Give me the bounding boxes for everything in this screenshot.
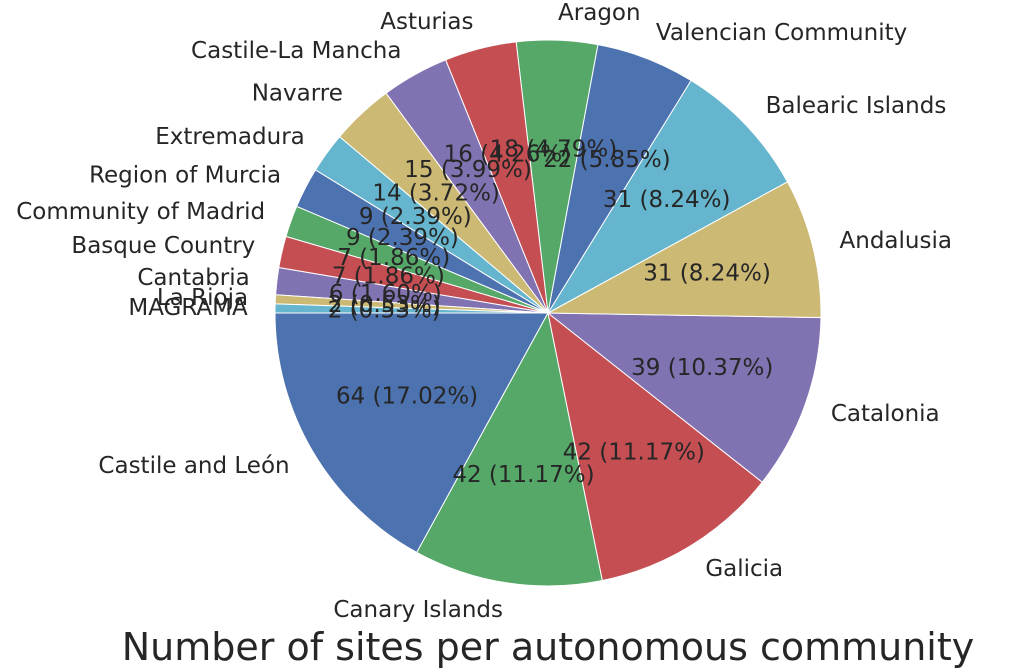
slice-label-castile-la-mancha: Castile-La Mancha [191, 38, 401, 64]
slice-label-aragon: Aragon [558, 0, 641, 26]
slice-value-navarre: 14 (3.72%) [372, 180, 500, 206]
slice-value-magrama: 2 (0.53%) [328, 297, 441, 323]
slice-value-cantabria: 6 (1.60%) [329, 281, 442, 307]
slice-label-balearic-islands: Balearic Islands [766, 93, 947, 119]
pie-labels: Castile and León Canary Islands Galicia Cat… [16, 0, 952, 623]
slice-label-community-of-madrid: Community of Madrid [16, 199, 265, 225]
slice-label-basque-country: Basque Country [71, 233, 255, 259]
slice-value-castile-and-leon: 64 (17.02%) [336, 383, 478, 409]
slice-value-catalonia: 39 (10.37%) [631, 355, 773, 381]
slice-label-andalusia: Andalusia [840, 228, 952, 254]
slice-label-asturias: Asturias [380, 9, 473, 35]
pie-slice-catalonia [546, 312, 822, 483]
slice-value-basque-country: 7 (1.86%) [332, 263, 445, 289]
pie-slice-andalusia [546, 181, 822, 319]
slice-value-region-of-murcia: 9 (2.39%) [346, 225, 459, 251]
slice-value-valencian-community: 22 (5.85%) [543, 147, 671, 173]
slice-label-galicia: Galicia [705, 556, 783, 582]
slice-value-extremadura: 9 (2.39%) [359, 204, 472, 230]
slice-label-la-rioja: La Rioja [157, 285, 248, 311]
pie-slice-galicia [547, 311, 763, 582]
pie-slice-magrama [274, 303, 549, 314]
slice-label-canary-islands: Canary Islands [333, 597, 503, 623]
slice-label-cantabria: Cantabria [137, 265, 249, 291]
slice-value-community-of-madrid: 7 (1.86%) [337, 245, 450, 271]
slice-value-aragon: 18 (4.79%) [490, 136, 618, 162]
slice-value-la-rioja: 2 (0.53%) [328, 292, 441, 318]
pie-slice-balearic-islands [546, 79, 789, 315]
pie-value-labels: 64 (17.02%) 42 (11.17%)42 (11.17%) 39 (10.… [328, 136, 774, 488]
pie-slice-canary-islands [416, 311, 603, 587]
slice-label-magrama: MAGRAMA [128, 295, 248, 321]
slice-value-balearic-islands: 31 (8.24%) [603, 187, 731, 213]
slice-value-asturias: 16 (4.26%) [444, 141, 572, 167]
pie-slices [274, 39, 822, 587]
pie-slice-castile-and-leon [274, 312, 549, 554]
slice-value-canary-islands: 42 (11.17%) [452, 462, 594, 488]
slice-label-extremadura: Extremadura [155, 124, 305, 150]
slice-value-galicia: 42 (11.17%) [563, 440, 705, 466]
slice-value-andalusia: 31 (8.24%) [643, 261, 771, 287]
slice-label-castile-and-leon: Castile and León [98, 453, 289, 479]
slice-label-region-of-murcia: Region of Murcia [89, 162, 281, 188]
slice-label-catalonia: Catalonia [831, 401, 940, 427]
slice-label-valencian-community: Valencian Community [656, 20, 907, 46]
slice-value-castile-la-mancha: 15 (3.99%) [404, 157, 532, 183]
chart-title: Number of sites per autonomous community [122, 625, 975, 668]
slice-label-navarre: Navarre [252, 81, 343, 107]
